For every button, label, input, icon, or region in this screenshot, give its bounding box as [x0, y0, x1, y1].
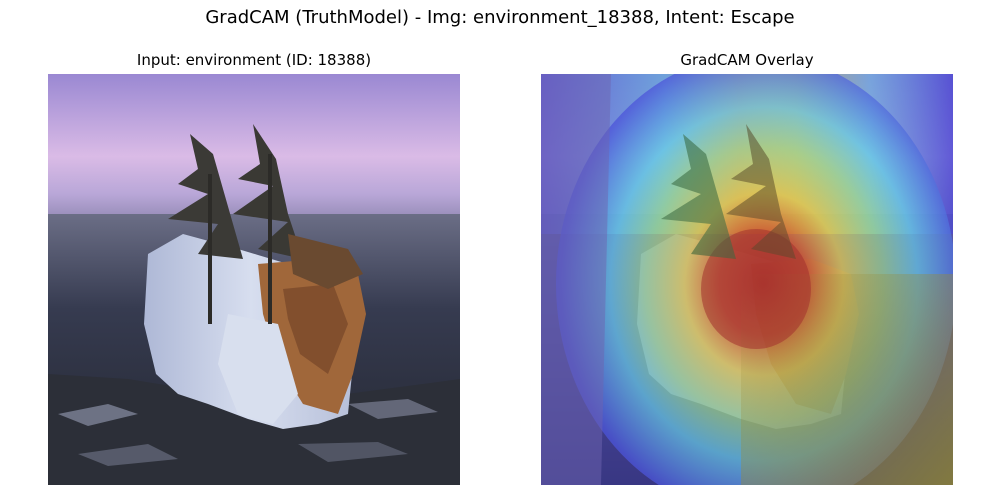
left-panel-title: Input: environment (ID: 18388) — [136, 51, 372, 69]
gradcam-overlay-canvas — [541, 74, 953, 485]
input-image — [48, 74, 460, 485]
gradcam-overlay-image — [541, 74, 953, 485]
input-image-canvas — [48, 74, 460, 485]
right-panel-title: GradCAM Overlay — [680, 51, 814, 69]
figure-title: GradCAM (TruthModel) - Img: environment_… — [205, 7, 795, 28]
